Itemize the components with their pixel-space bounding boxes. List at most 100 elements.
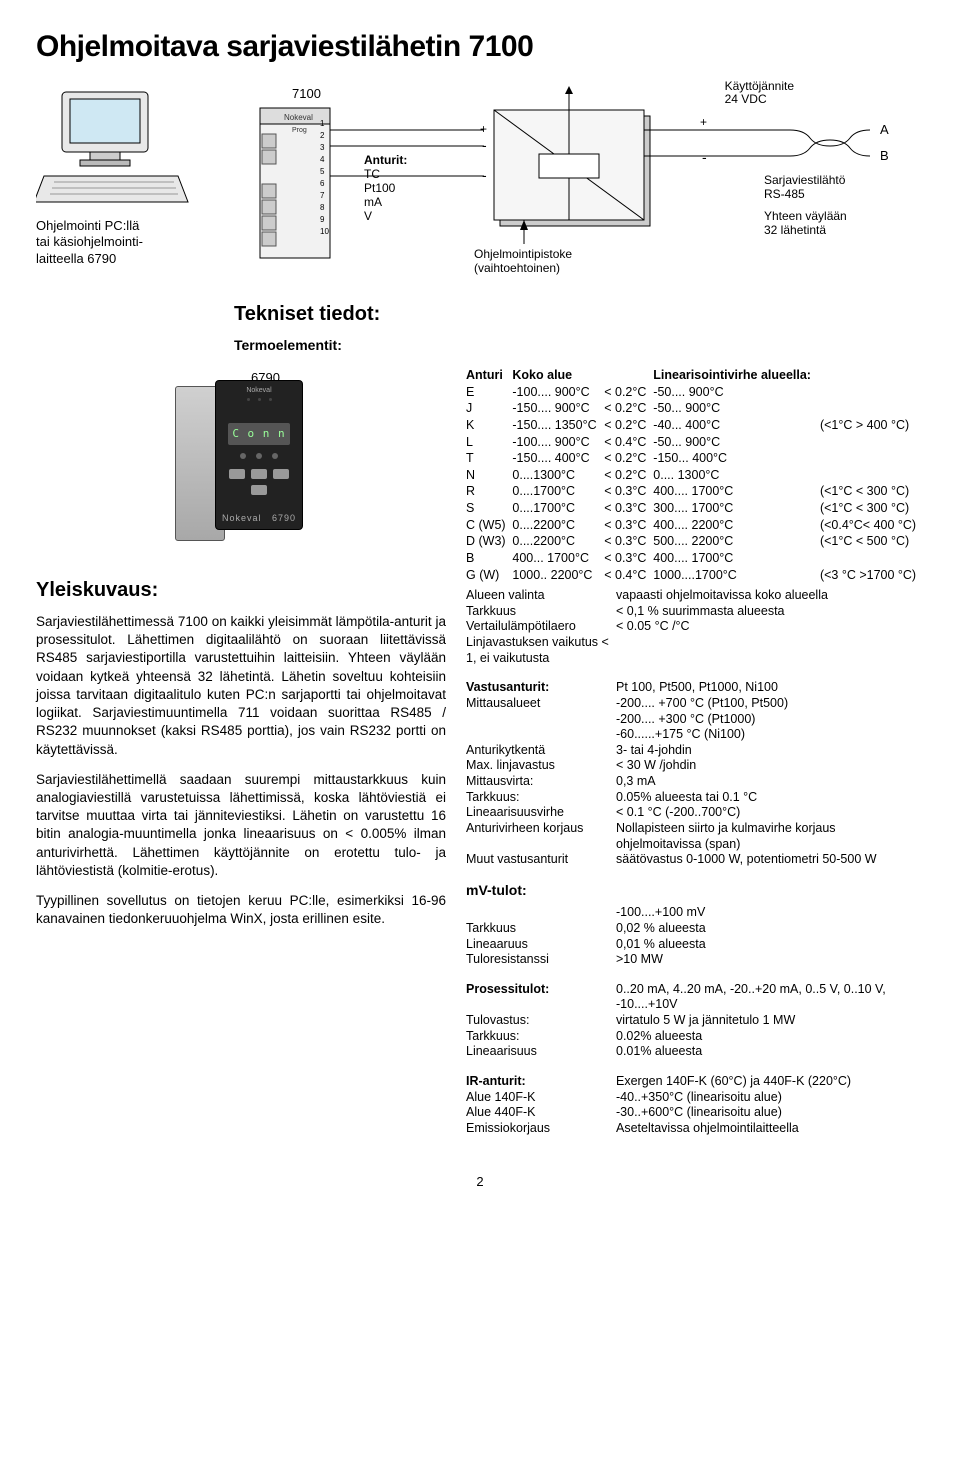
device-display: C o n n [228, 423, 290, 445]
sensor-cell: -50... 900°C [653, 435, 820, 452]
sensor-th [820, 368, 924, 385]
page-number: 2 [36, 1174, 924, 1190]
thermo-heading: Termoelementit: [234, 337, 924, 355]
sensor-cell: < 0.2°C [604, 418, 653, 435]
kv-key: Max. linjavastus [466, 758, 616, 774]
voltage-l2: 24 VDC [725, 92, 767, 106]
kv-row: Anturivirheen korjausNollapisteen siirto… [466, 821, 924, 852]
sensor-cell: (<3 °C >1700 °C) [820, 568, 924, 585]
kv-row: Mittausvirta:0,3 mA [466, 774, 924, 790]
svg-text:6: 6 [320, 179, 325, 188]
svg-text:Nokeval: Nokeval [284, 113, 313, 122]
sensor-th: Koko alue [512, 368, 604, 385]
sensor-cell: C (W5) [466, 518, 512, 535]
kv-key: Mittausalueet [466, 696, 616, 712]
kv-val: < 0,1 % suurimmasta alueesta [616, 604, 924, 620]
sensor-cell: (<1°C < 500 °C) [820, 534, 924, 551]
sensor-cell: 400.... 1700°C [653, 551, 820, 568]
plug-l1: Ohjelmointipistoke [474, 247, 572, 261]
kv-row: Muut vastusanturitsäätövastus 0-1000 W, … [466, 852, 924, 868]
vastus-block: Vastusanturit:Pt 100, Pt500, Pt1000, Ni1… [466, 680, 924, 868]
sensor-cell: < 0.3°C [604, 501, 653, 518]
sensor-row: L-100.... 900°C< 0.4°C-50... 900°C [466, 435, 924, 452]
svg-text:1: 1 [320, 119, 325, 128]
kv-key [466, 905, 616, 921]
sensor-cell: L [466, 435, 512, 452]
kv-row: Tarkkuus0,02 % alueesta [466, 921, 924, 937]
kv-row: Tarkkuus:0.02% alueesta [466, 1029, 924, 1045]
kv-row: Lineaaruus0,01 % alueesta [466, 937, 924, 953]
kv-val: -30..+600°C (linearisoitu alue) [616, 1105, 924, 1121]
sensor-cell: -100.... 900°C [512, 435, 604, 452]
mv-heading: mV-tulot: [466, 882, 924, 900]
kv-val: 0.01% alueesta [616, 1044, 924, 1060]
kv-key: IR-anturit: [466, 1074, 616, 1090]
sensor-cell: < 0.3°C [604, 534, 653, 551]
kv-val: Nollapisteen siirto ja kulmavirhe korjau… [616, 821, 924, 852]
kv-key: Lineaaruus [466, 937, 616, 953]
kv-val: vapaasti ohjelmoitavissa koko alueella [616, 588, 924, 604]
sensor-row: E-100.... 900°C< 0.2°C-50.... 900°C [466, 385, 924, 402]
sensor-footer-row: Alueen valintavapaasti ohjelmoitavissa k… [466, 588, 924, 604]
sensor-cell: (<1°C < 300 °C) [820, 501, 924, 518]
sensor-row: R0....1700°C< 0.3°C400.... 1700°C(<1°C <… [466, 484, 924, 501]
sensor-cell: 400.... 1700°C [653, 484, 820, 501]
kv-key: Lineaarisuusvirhe [466, 805, 616, 821]
kv-row: -100....+100 mV [466, 905, 924, 921]
kv-key: Vertailulämpötilaero [466, 619, 616, 635]
out-l3: Yhteen väylään [764, 209, 847, 223]
sensor-cell: 500.... 2200°C [653, 534, 820, 551]
sensor-cell: G (W) [466, 568, 512, 585]
port-b: B [880, 148, 889, 163]
kv-row: Prosessitulot:0..20 mA, 4..20 mA, -20..+… [466, 982, 924, 1013]
kv-val: 0..20 mA, 4..20 mA, -20..+20 mA, 0..5 V,… [616, 982, 924, 1013]
sensor-footer-row: Vertailulämpötilaero< 0.05 °C /°C [466, 619, 924, 635]
mv-block: -100....+100 mVTarkkuus0,02 % alueestaLi… [466, 905, 924, 968]
sensor-cell: T [466, 451, 512, 468]
svg-text:+: + [480, 122, 487, 136]
sensor-cell: -40... 400°C [653, 418, 820, 435]
kv-val: -200.... +700 °C (Pt100, Pt500) [616, 696, 924, 712]
kv-key: Vastusanturit: [466, 680, 616, 696]
svg-text:3: 3 [320, 143, 325, 152]
kv-key: Mittausvirta: [466, 774, 616, 790]
kv-row: Lineaarisuusvirhe< 0.1 °C (-200..700°C) [466, 805, 924, 821]
sensor-tc: TC [364, 167, 380, 181]
svg-text:+: + [700, 115, 707, 129]
kv-val: -200.... +300 °C (Pt1000) [616, 712, 924, 728]
sensor-cell: (<0.4°C< 400 °C) [820, 518, 924, 535]
svg-text:-: - [482, 137, 487, 153]
thermocouple-table: AnturiKoko alueLinearisointivirhe alueel… [466, 368, 924, 584]
kv-row: IR-anturit:Exergen 140F-K (60°C) ja 440F… [466, 1074, 924, 1090]
voltage-l1: Käyttöjännite [725, 79, 794, 93]
svg-text:2: 2 [320, 131, 325, 140]
sensor-cell [820, 451, 924, 468]
sensor-cell: < 0.2°C [604, 385, 653, 402]
sensor-cell: -50.... 900°C [653, 385, 820, 402]
sensor-cell: < 0.2°C [604, 468, 653, 485]
sensor-cell: 0....2200°C [512, 534, 604, 551]
sensor-row: G (W)1000.. 2200°C< 0.4°C1000....1700°C(… [466, 568, 924, 585]
kv-val: säätövastus 0-1000 W, potentiometri 50-5… [616, 852, 924, 868]
pc-caption-l1: Ohjelmointi PC:llä [36, 218, 139, 233]
pc-caption-l3: laitteella 6790 [36, 251, 116, 266]
sensor-cell: 0.... 1300°C [653, 468, 820, 485]
sensor-row: S0....1700°C< 0.3°C300.... 1700°C(<1°C <… [466, 501, 924, 518]
kv-key: Tarkkuus: [466, 1029, 616, 1045]
sensor-cell: -50... 900°C [653, 401, 820, 418]
kv-key: Linjavastuksen vaikutus < 1, ei vaikutus… [466, 635, 616, 666]
svg-text:Prog: Prog [292, 127, 307, 134]
kv-key: Anturikytkentä [466, 743, 616, 759]
sensor-cell: 0....1700°C [512, 501, 604, 518]
out-l2: RS-485 [764, 187, 805, 201]
sensor-footer-row: Tarkkuus< 0,1 % suurimmasta alueesta [466, 604, 924, 620]
kv-row: Max. linjavastus< 30 W /johdin [466, 758, 924, 774]
sensor-cell: < 0.2°C [604, 401, 653, 418]
sensor-cell: 0....2200°C [512, 518, 604, 535]
kv-val: 3- tai 4-johdin [616, 743, 924, 759]
svg-text:-: - [482, 167, 487, 183]
sensor-ma: mA [364, 195, 382, 209]
sensor-cell: S [466, 501, 512, 518]
out-l1: Sarjaviestilähtö [764, 173, 846, 187]
kv-row: Alue 140F-K-40..+350°C (linearisoitu alu… [466, 1090, 924, 1106]
